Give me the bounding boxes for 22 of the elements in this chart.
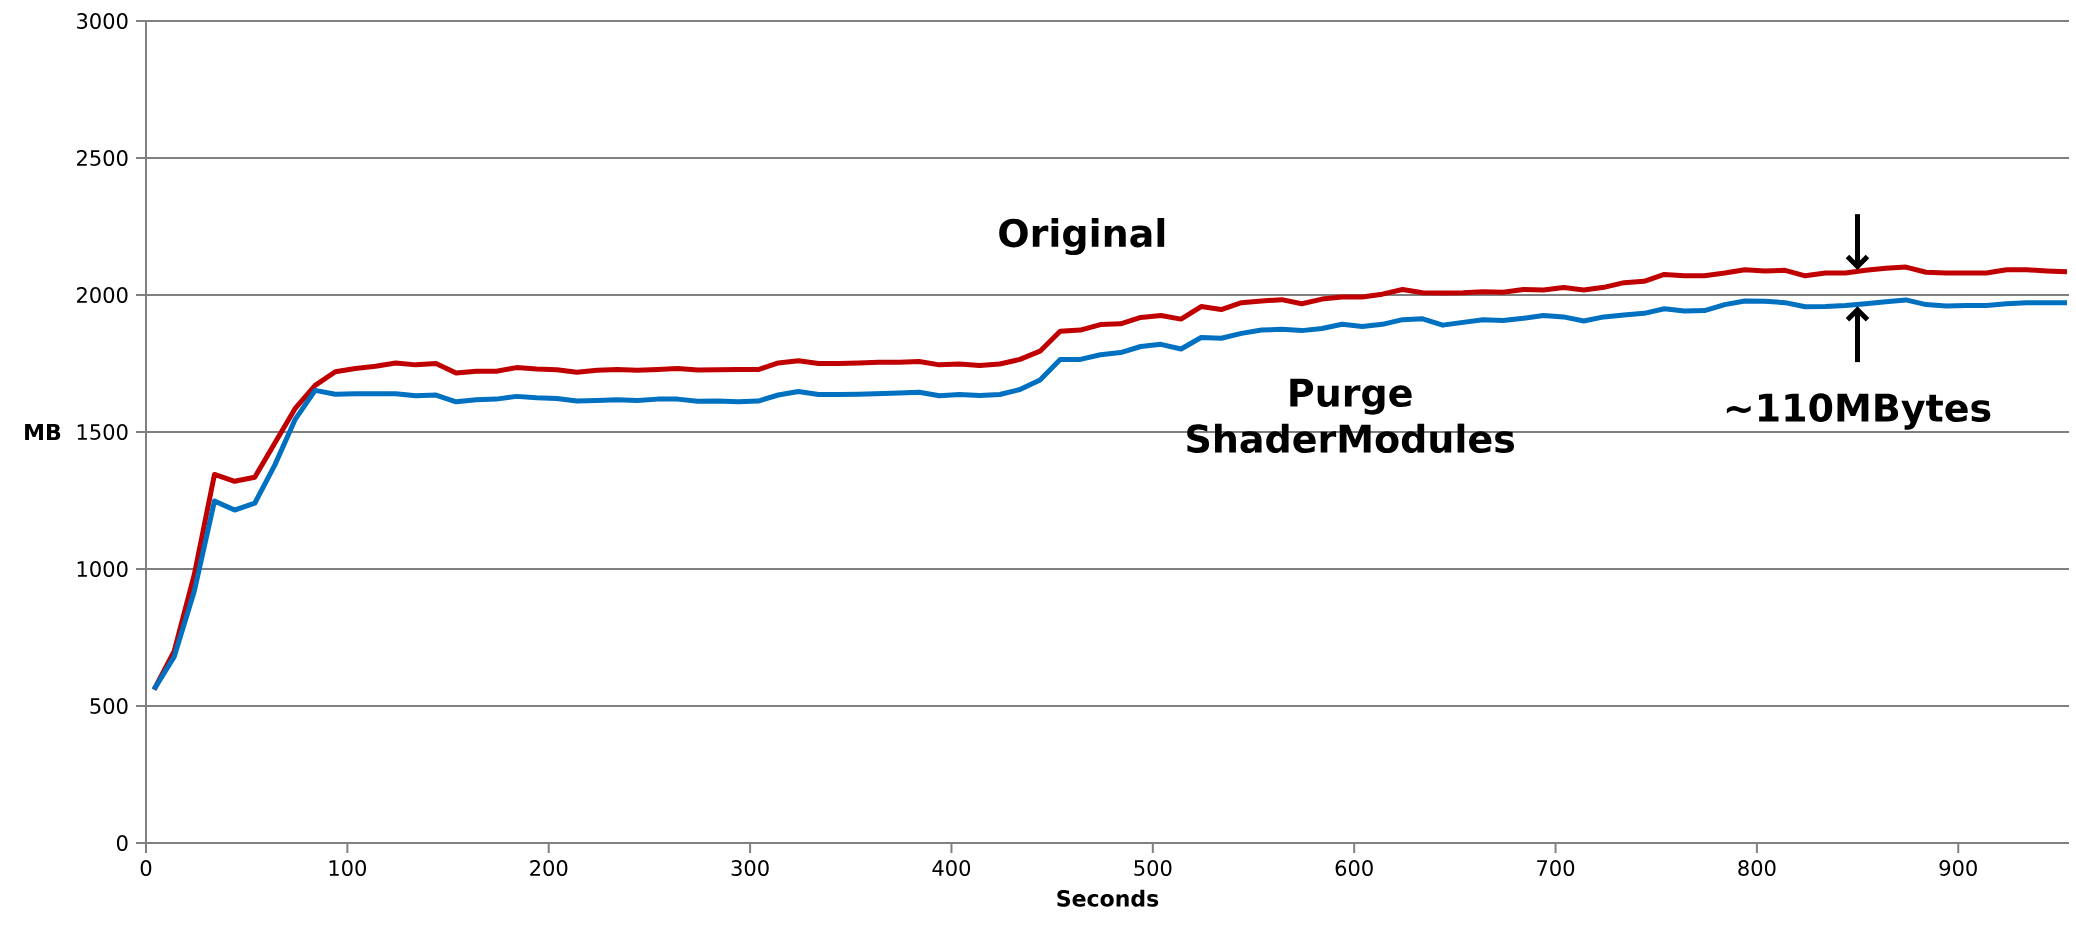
y-tick-label: 3000 <box>77 13 128 29</box>
x-axis-title: Seconds <box>1057 889 1159 907</box>
x-tick-label: 400 <box>932 860 971 876</box>
x-tick-label: 200 <box>530 860 568 876</box>
x-tick-label: 0 <box>140 860 152 876</box>
y-tick-label: 0 <box>116 835 128 851</box>
y-tick-label: 2500 <box>77 150 128 166</box>
y-tick-label: 2000 <box>77 287 128 303</box>
x-tick-label: 900 <box>1939 860 1977 876</box>
series-label: Original <box>999 217 1165 256</box>
series-label: Purge ShaderModules <box>1187 378 1515 454</box>
x-tick-label: 100 <box>329 860 366 876</box>
x-tick-label: 300 <box>731 860 769 876</box>
y-tick-label: 1500 <box>77 424 128 440</box>
x-tick-label: 700 <box>1537 860 1575 876</box>
y-tick-label: 1000 <box>77 561 128 577</box>
annotation: ~110MBytes <box>1726 393 1991 430</box>
x-tick-label: 800 <box>1738 860 1776 876</box>
y-axis-title: MB <box>25 423 61 441</box>
x-tick-label: 600 <box>1335 860 1373 876</box>
y-tick-label: 500 <box>90 698 128 714</box>
x-tick-label: 500 <box>1134 860 1172 876</box>
